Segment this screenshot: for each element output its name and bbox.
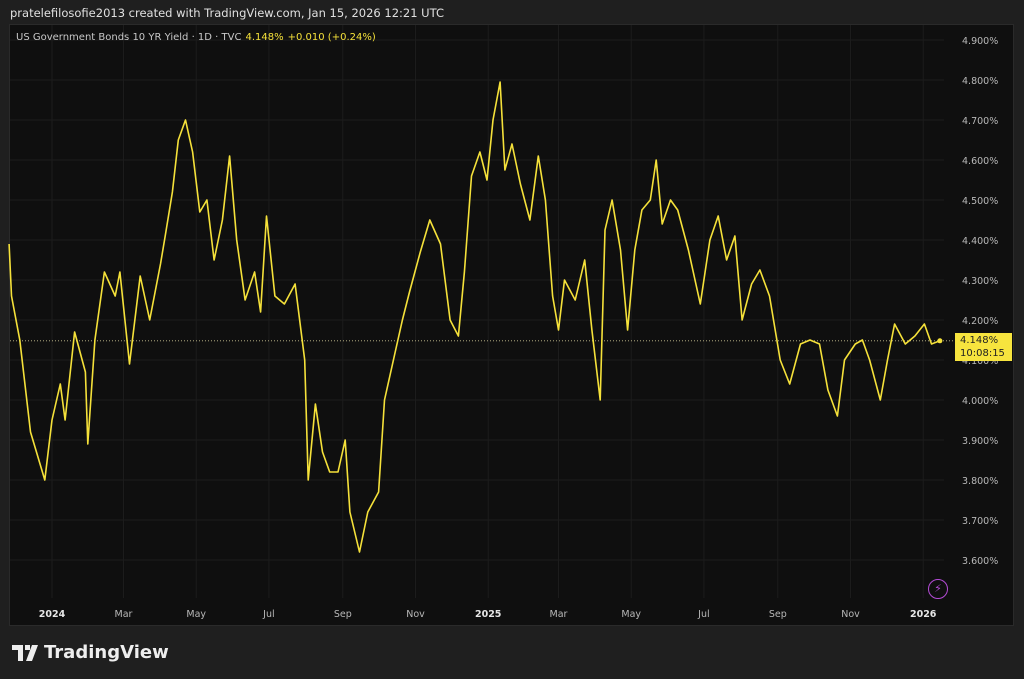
y-tick-label: 4.800% bbox=[962, 76, 998, 87]
lightning-icon[interactable]: ⚡ bbox=[928, 579, 948, 599]
x-tick-label: Sep bbox=[334, 609, 352, 620]
y-tick-label: 4.400% bbox=[962, 236, 998, 247]
y-tick-label: 4.000% bbox=[962, 396, 998, 407]
x-tick-label: Jul bbox=[262, 609, 274, 620]
y-tick-label: 4.700% bbox=[962, 116, 998, 127]
x-tick-label: Sep bbox=[769, 609, 787, 620]
x-tick-label: May bbox=[186, 609, 206, 620]
x-tick-label: 2024 bbox=[39, 609, 66, 620]
y-tick-label: 4.200% bbox=[962, 316, 998, 327]
symbol-title: US Government Bonds 10 YR Yield · 1D · T… bbox=[16, 32, 242, 43]
yield-series-line bbox=[8, 81, 941, 553]
chart-panel[interactable] bbox=[9, 24, 1014, 626]
x-tick-label: 2025 bbox=[475, 609, 501, 620]
last-price-badge: 4.148% 10:08:15 bbox=[955, 333, 1012, 361]
y-tick-label: 4.900% bbox=[962, 36, 998, 47]
badge-price: 4.148% bbox=[960, 335, 999, 346]
last-price: 4.148% bbox=[245, 32, 284, 43]
y-tick-label: 3.700% bbox=[962, 516, 998, 527]
x-tick-label: 2026 bbox=[910, 609, 937, 620]
chart-caption: pratelefilosofie2013 created with Tradin… bbox=[10, 6, 444, 20]
y-tick-label: 4.600% bbox=[962, 156, 998, 167]
y-tick-label: 3.900% bbox=[962, 436, 998, 447]
x-tick-label: Mar bbox=[550, 609, 568, 620]
x-tick-label: Mar bbox=[115, 609, 133, 620]
price-change: +0.010 (+0.24%) bbox=[287, 32, 376, 43]
y-tick-label: 4.500% bbox=[962, 196, 998, 207]
x-tick-label: Jul bbox=[697, 609, 709, 620]
badge-countdown: 10:08:15 bbox=[960, 348, 1005, 359]
y-tick-label: 3.600% bbox=[962, 556, 998, 567]
symbol-legend: US Government Bonds 10 YR Yield · 1D · T… bbox=[16, 32, 376, 43]
y-tick-label: 4.300% bbox=[962, 276, 998, 287]
x-tick-label: May bbox=[621, 609, 641, 620]
tradingview-logo-icon bbox=[12, 644, 38, 661]
y-tick-label: 4.100% bbox=[962, 356, 998, 367]
x-tick-label: Nov bbox=[406, 609, 425, 620]
x-tick-label: Nov bbox=[841, 609, 860, 620]
tradingview-logo: TradingView bbox=[12, 642, 169, 663]
last-point-marker bbox=[937, 338, 943, 344]
y-tick-label: 3.800% bbox=[962, 476, 998, 487]
brand-name: TradingView bbox=[44, 642, 169, 663]
